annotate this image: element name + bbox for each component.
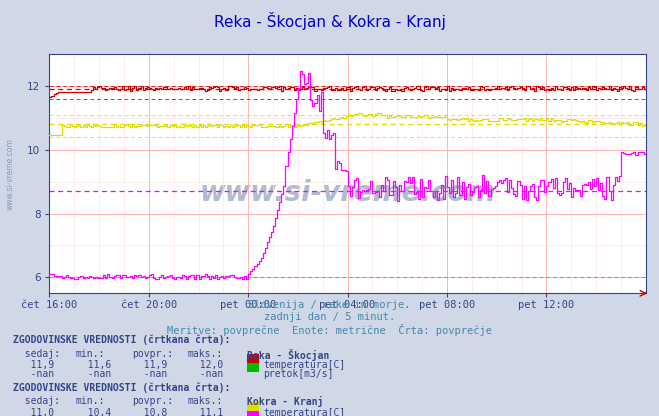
Text: sedaj:: sedaj: xyxy=(13,396,60,406)
Text: sedaj:: sedaj: xyxy=(13,349,60,359)
Text: ZGODOVINSKE VREDNOSTI (črtkana črta):: ZGODOVINSKE VREDNOSTI (črtkana črta): xyxy=(13,383,231,393)
Text: Slovenija / reke in morje.: Slovenija / reke in morje. xyxy=(248,300,411,310)
Text: -nan: -nan xyxy=(188,369,223,379)
Text: ZGODOVINSKE VREDNOSTI (črtkana črta):: ZGODOVINSKE VREDNOSTI (črtkana črta): xyxy=(13,335,231,345)
Text: 11,0: 11,0 xyxy=(13,408,54,416)
Text: Kokra - Kranj: Kokra - Kranj xyxy=(247,396,324,408)
Text: temperatura[C]: temperatura[C] xyxy=(263,408,345,416)
Text: Reka - Škocjan: Reka - Škocjan xyxy=(247,349,330,361)
Text: 12,0: 12,0 xyxy=(188,360,223,370)
Text: min.:: min.: xyxy=(76,396,105,406)
Text: -nan: -nan xyxy=(13,369,54,379)
Text: -nan: -nan xyxy=(132,369,167,379)
Text: 10,4: 10,4 xyxy=(76,408,111,416)
Text: maks.:: maks.: xyxy=(188,349,223,359)
Text: pretok[m3/s]: pretok[m3/s] xyxy=(263,369,333,379)
Text: Meritve: povprečne  Enote: metrične  Črta: povprečje: Meritve: povprečne Enote: metrične Črta:… xyxy=(167,324,492,336)
Text: povpr.:: povpr.: xyxy=(132,349,173,359)
Text: maks.:: maks.: xyxy=(188,396,223,406)
Text: Reka - Škocjan & Kokra - Kranj: Reka - Škocjan & Kokra - Kranj xyxy=(214,12,445,30)
Text: temperatura[C]: temperatura[C] xyxy=(263,360,345,370)
Text: povpr.:: povpr.: xyxy=(132,396,173,406)
Text: -nan: -nan xyxy=(76,369,111,379)
Text: 10,8: 10,8 xyxy=(132,408,167,416)
Text: 11,6: 11,6 xyxy=(76,360,111,370)
Text: www.si-vreme.com: www.si-vreme.com xyxy=(6,138,15,210)
Text: zadnji dan / 5 minut.: zadnji dan / 5 minut. xyxy=(264,312,395,322)
Text: 11,1: 11,1 xyxy=(188,408,223,416)
Text: 11,9: 11,9 xyxy=(132,360,167,370)
Text: min.:: min.: xyxy=(76,349,105,359)
Text: www.si-vreme.com: www.si-vreme.com xyxy=(200,179,496,207)
Text: 11,9: 11,9 xyxy=(13,360,54,370)
